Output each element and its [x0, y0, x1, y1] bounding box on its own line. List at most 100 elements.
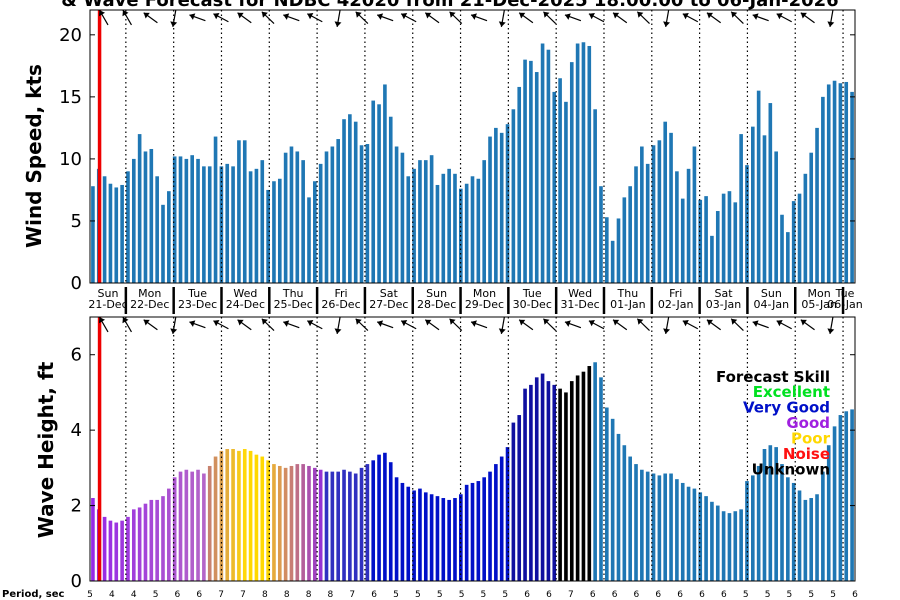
wind-direction-arrow: [663, 10, 671, 27]
wave-bar: [756, 465, 761, 581]
wind-bar: [593, 109, 597, 283]
day-of-week-label: Mon: [138, 287, 161, 300]
wind-bar: [120, 184, 124, 283]
wave-bar: [429, 494, 434, 581]
wave-bar: [342, 469, 346, 581]
legend-item-poor: Poor: [791, 430, 831, 448]
wave-bar: [441, 498, 446, 581]
wave-bar: [488, 471, 492, 581]
wave-direction-arrow: [706, 319, 722, 331]
wave-bar: [377, 454, 381, 581]
wave-bar: [575, 375, 580, 581]
wave-bar: [780, 464, 784, 581]
wind-direction-arrow: [470, 13, 488, 22]
wave-bar: [680, 482, 685, 581]
wind-bar: [301, 160, 305, 283]
wave-bar: [184, 469, 189, 581]
wind-bar: [651, 145, 656, 283]
wind-bar: [803, 173, 808, 283]
wave-bar: [616, 433, 621, 581]
wind-bar: [558, 78, 562, 283]
wind-direction-arrow: [588, 13, 605, 23]
wave-direction-arrow: [564, 320, 582, 329]
wave-bar: [143, 503, 148, 581]
wave-bar: [289, 465, 294, 581]
wave-bar: [622, 445, 627, 581]
wind-bar: [167, 191, 171, 283]
wave-bar: [196, 469, 200, 581]
wave-bar: [266, 460, 270, 581]
wave-bar: [348, 471, 352, 581]
wind-bar: [412, 168, 416, 283]
wave-bar: [383, 452, 387, 581]
legend-item-very-good: Very Good: [743, 399, 830, 417]
wave-bar: [605, 407, 609, 581]
wind-direction-arrow: [682, 13, 699, 23]
wind-bar: [283, 152, 288, 283]
wind-direction-arrow: [213, 13, 229, 23]
legend-item-good: Good: [786, 414, 830, 432]
wave-bar: [447, 499, 451, 581]
legend-item-noise: Noise: [783, 445, 830, 463]
wave-bar: [453, 498, 457, 581]
wind-bar: [348, 114, 352, 284]
wind-bar: [114, 187, 119, 283]
wind-bar: [266, 189, 270, 283]
wave-bar: [470, 482, 475, 581]
wind-bar: [464, 183, 469, 283]
wind-bar: [599, 186, 603, 283]
wind-bar: [587, 45, 592, 284]
wind-bar: [523, 59, 527, 283]
wind-bar: [534, 72, 539, 283]
wave-direction-arrow: [376, 320, 394, 329]
wind-bar: [91, 186, 95, 283]
date-label: 21-Dec: [88, 298, 127, 311]
period-value-label: 5: [808, 590, 814, 600]
wind-direction-arrow: [355, 11, 369, 24]
wave-bar: [406, 486, 411, 581]
period-value-label: 6: [175, 590, 181, 600]
period-value-label: 6: [655, 590, 661, 600]
day-of-week-label: Sun: [761, 287, 782, 300]
wave-bar: [324, 471, 329, 581]
wind-bar: [365, 144, 370, 283]
wind-bar: [441, 173, 446, 283]
wind-bar: [663, 121, 668, 283]
day-of-week-label: Tue: [187, 287, 207, 300]
wave-bar: [190, 471, 195, 581]
wind-bar: [610, 240, 615, 283]
wave-bar: [435, 496, 440, 581]
wind-direction-arrow: [98, 9, 109, 26]
day-of-week-label: Mon: [808, 287, 831, 300]
wind-bar: [721, 193, 726, 283]
period-value-label: 5: [481, 590, 487, 600]
wind-direction-arrow: [261, 11, 275, 24]
wind-bar: [634, 166, 638, 283]
wind-bar: [628, 186, 632, 283]
period-value-label: 5: [153, 590, 159, 600]
chart-title: & Wave Forecast for NDBC 42020 from 21-D…: [61, 0, 838, 11]
wind-bar: [406, 176, 411, 283]
date-label: 29-Dec: [465, 298, 504, 311]
period-value-label: 8: [328, 590, 334, 600]
wind-bar: [137, 134, 142, 283]
wave-bar: [167, 488, 171, 581]
period-value-label: 7: [240, 590, 246, 600]
wind-bar: [575, 43, 580, 283]
wind-bar: [172, 156, 177, 283]
wind-bar: [750, 126, 755, 284]
period-value-label: 5: [437, 590, 443, 600]
wind-bar: [786, 232, 790, 283]
wind-bar: [237, 140, 241, 283]
wind-bar: [727, 191, 732, 283]
wave-bar: [815, 494, 819, 581]
wind-bar: [383, 84, 387, 283]
legend-item-unknown: Unknown: [752, 461, 830, 479]
period-value-label: 5: [743, 590, 749, 600]
wave-direction-arrow: [283, 320, 300, 329]
wind-bar: [581, 42, 586, 283]
wave-bar: [505, 447, 510, 581]
wave-direction-arrow: [98, 316, 109, 333]
wind-bar: [616, 218, 621, 283]
wave-bar: [517, 415, 522, 581]
